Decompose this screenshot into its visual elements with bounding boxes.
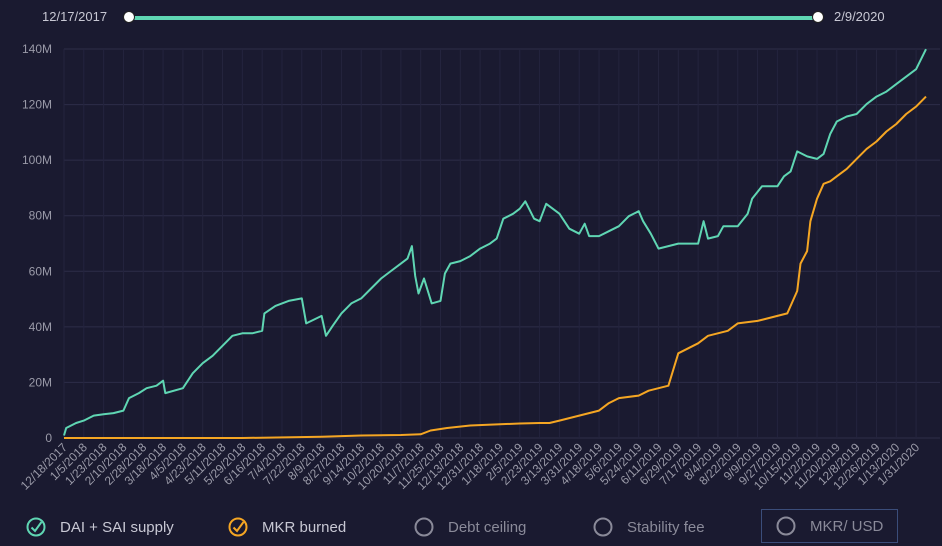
y-tick-label: 120M — [22, 98, 52, 112]
range-start-label: 12/17/2017 — [42, 9, 108, 24]
range-track[interactable] — [132, 16, 816, 20]
circle-icon — [414, 517, 434, 537]
y-tick-label: 20M — [29, 375, 52, 389]
legend-item-debt-ceiling[interactable]: Debt ceiling — [414, 514, 526, 540]
range-start-handle[interactable] — [123, 11, 135, 23]
legend-label: MKR burned — [262, 518, 347, 536]
series-line-dai-sai-supply — [63, 48, 927, 436]
check-circle-icon — [26, 517, 46, 537]
legend-label: Debt ceiling — [448, 518, 527, 536]
legend-item-stability-fee[interactable]: Stability fee — [593, 514, 705, 540]
circle-icon — [593, 517, 613, 537]
y-tick-label: 80M — [29, 209, 52, 223]
legend-item-mkr-usd[interactable]: MKR/ USD — [761, 509, 899, 543]
legend-item-mkr-burned[interactable]: MKR burned — [228, 514, 346, 540]
range-end-label: 2/9/2020 — [834, 9, 885, 24]
check-circle-icon — [228, 517, 248, 537]
series-line-mkr-burned — [64, 95, 927, 439]
y-tick-label: 60M — [29, 264, 52, 278]
legend-label: Stability fee — [627, 518, 705, 536]
circle-icon — [776, 516, 796, 536]
range-end-handle[interactable] — [812, 11, 824, 23]
legend-label: MKR/ USD — [810, 517, 884, 535]
date-range-slider[interactable]: 12/17/2017 2/9/2020 — [0, 0, 942, 36]
legend-item-dai-sai-supply[interactable]: DAI + SAI supply — [26, 514, 174, 540]
y-tick-label: 40M — [29, 320, 52, 334]
y-tick-label: 100M — [22, 153, 52, 167]
y-tick-label: 140M — [22, 42, 52, 56]
y-tick-label: 0 — [45, 431, 52, 445]
chart-legend: DAI + SAI supply MKR burned Debt ceiling… — [0, 506, 942, 546]
line-chart: 020M40M60M80M100M120M140M12/18/20171/5/2… — [18, 42, 940, 493]
legend-label: DAI + SAI supply — [60, 518, 174, 536]
